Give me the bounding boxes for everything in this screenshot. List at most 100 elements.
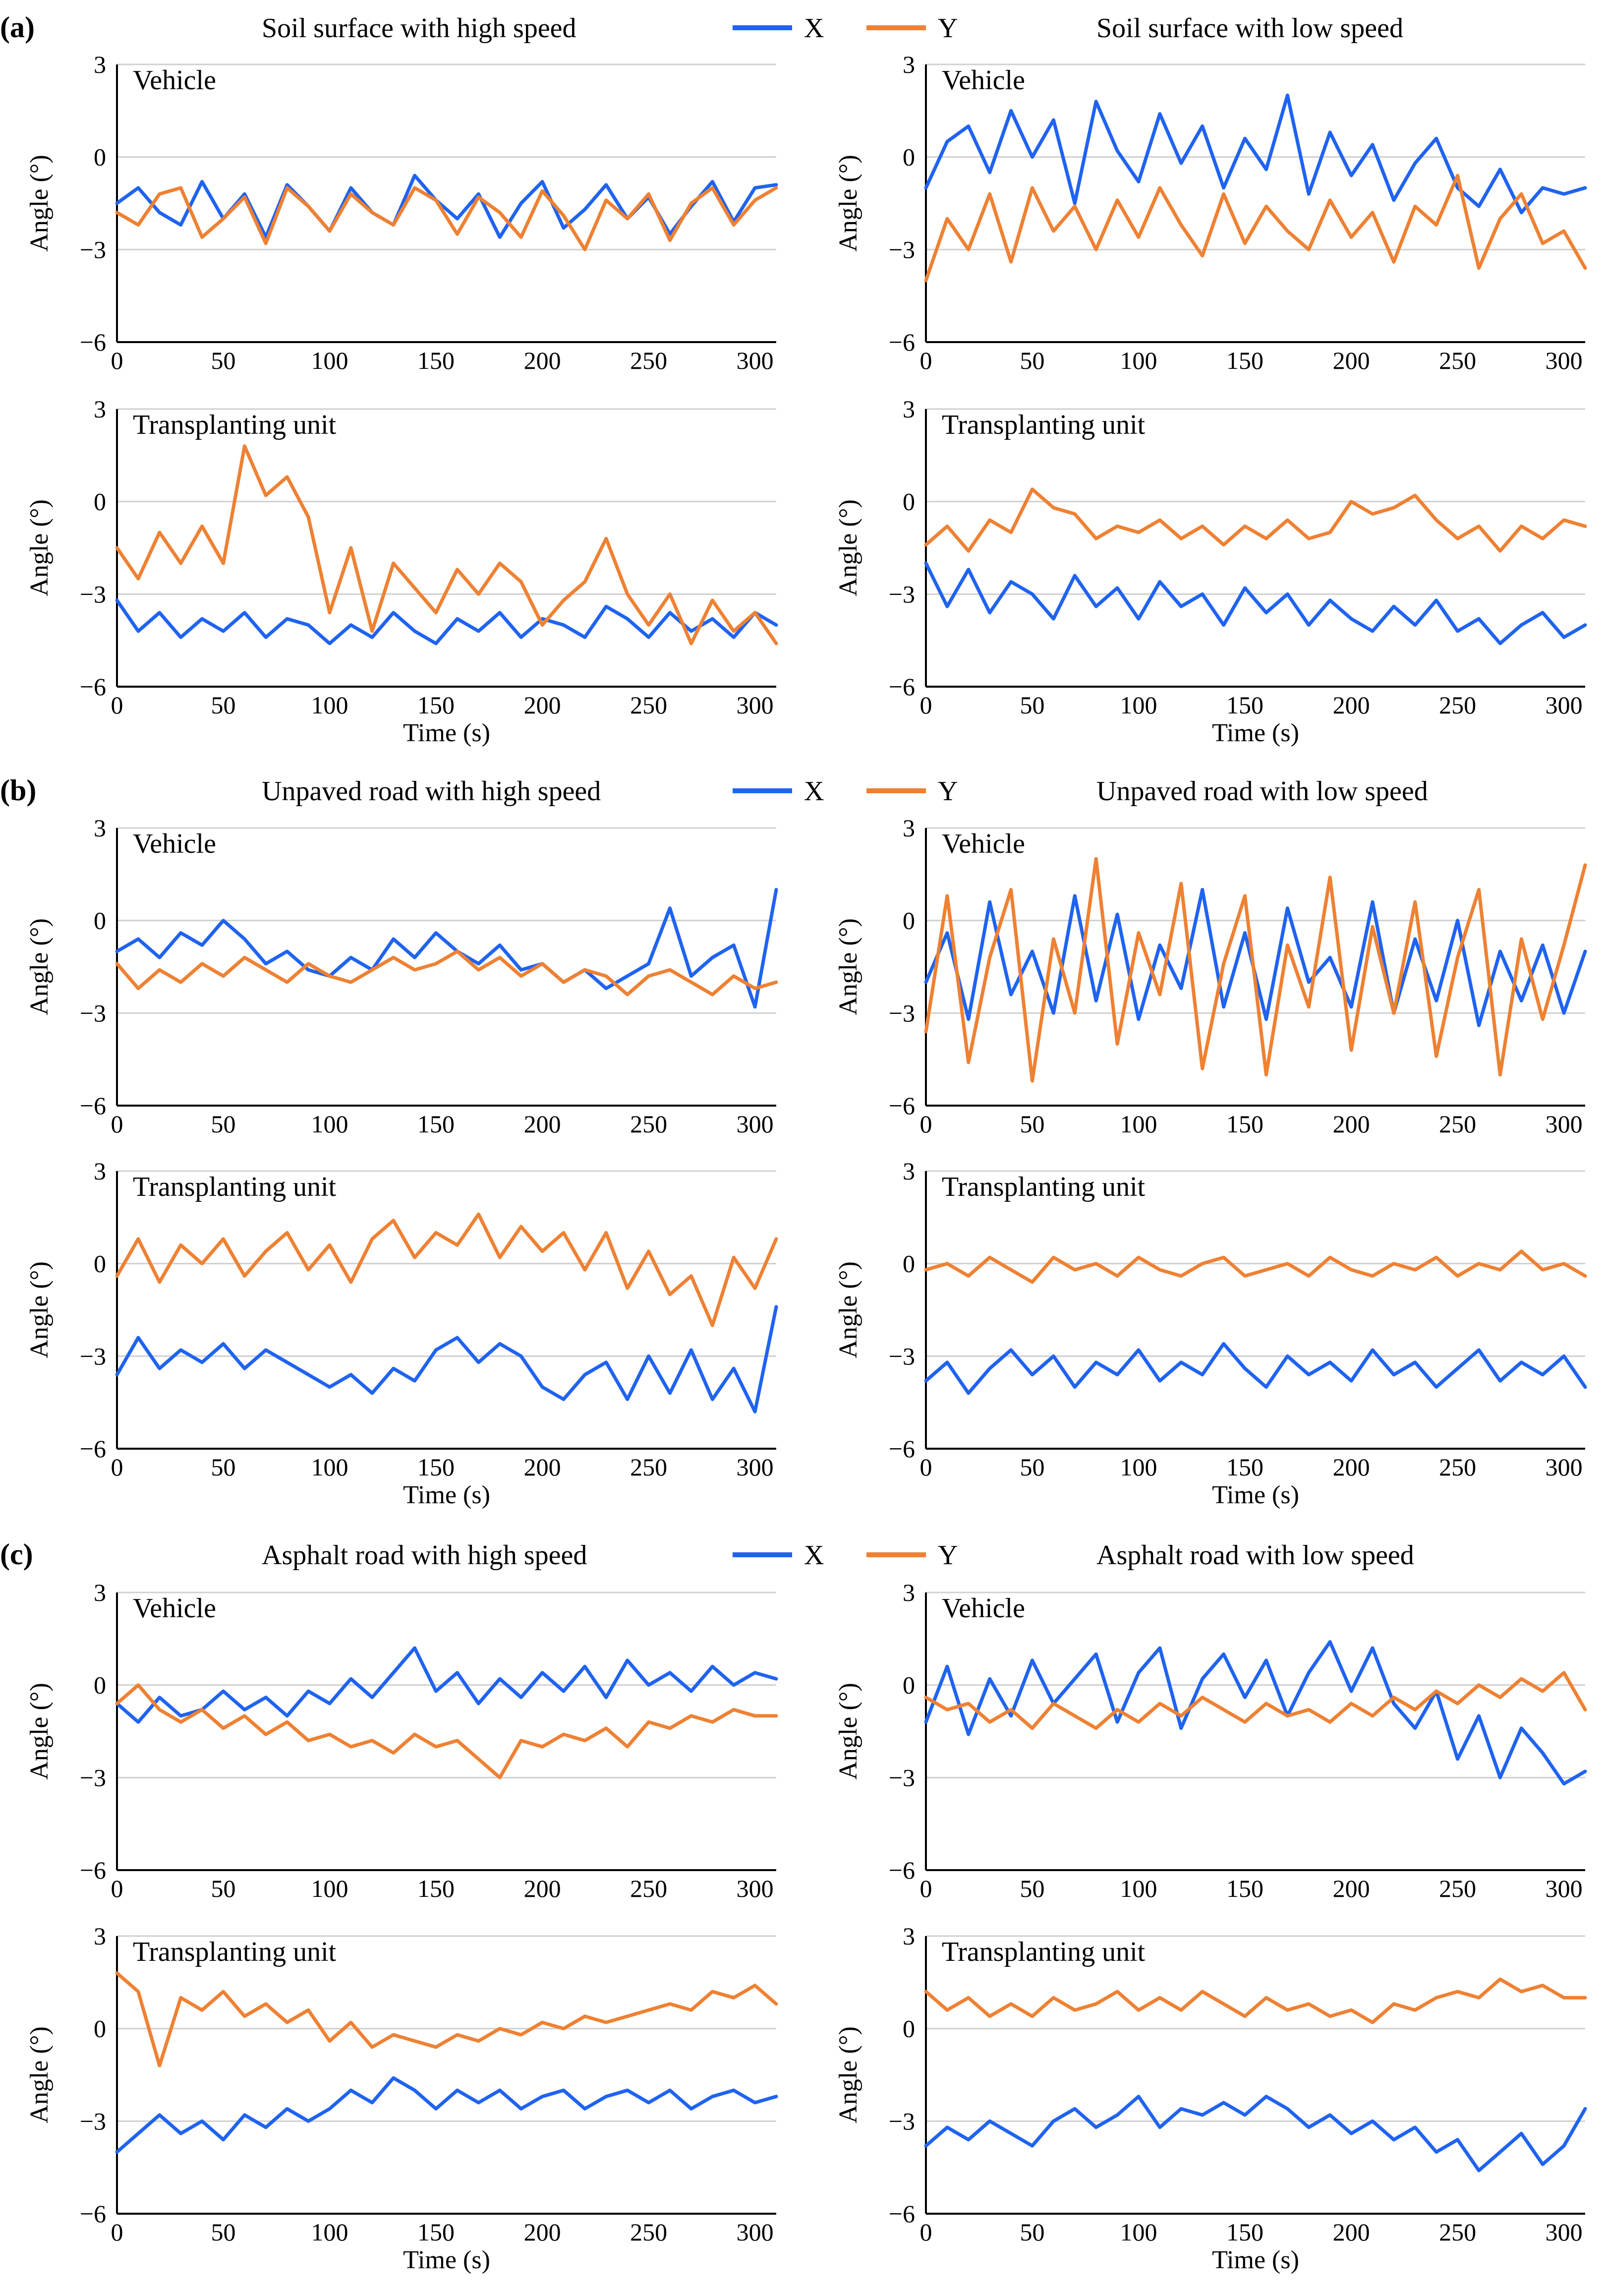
x-tick-label: 150 bbox=[417, 1875, 455, 1902]
subplot-label: Transplanting unit bbox=[133, 410, 337, 440]
x-tick-label: 250 bbox=[630, 1453, 667, 1481]
series-line-y bbox=[924, 857, 1587, 1083]
series-line-x bbox=[115, 598, 778, 646]
x-tick-label: 50 bbox=[1020, 1453, 1045, 1481]
series-line-y bbox=[924, 1249, 1587, 1284]
subplot-label: Vehicle bbox=[133, 828, 216, 859]
y-tick-label: −6 bbox=[80, 1435, 106, 1463]
x-tick-label: 250 bbox=[1439, 1875, 1476, 1902]
x-tick-label: 250 bbox=[1439, 2218, 1476, 2246]
y-tick-label: −3 bbox=[80, 1342, 106, 1370]
y-tick-label: −6 bbox=[889, 1856, 915, 1884]
x-tick-label: 300 bbox=[1546, 691, 1583, 719]
x-tick-label: 150 bbox=[417, 1453, 455, 1481]
y-axis-label: Angle (°) bbox=[25, 1683, 54, 1780]
y-tick-label: −3 bbox=[80, 580, 106, 608]
x-tick-label: 0 bbox=[111, 347, 123, 374]
x-tick-label: 0 bbox=[111, 1875, 123, 1902]
section-title-left-a: Soil surface with high speed bbox=[262, 13, 576, 44]
y-tick-label: −6 bbox=[80, 1092, 106, 1119]
x-tick-label: 150 bbox=[1226, 1110, 1263, 1138]
y-tick-label: 0 bbox=[903, 143, 915, 171]
x-tick-label: 100 bbox=[1120, 1875, 1157, 1902]
x-axis-label: Time (s) bbox=[1212, 1481, 1299, 1509]
x-tick-label: 200 bbox=[1333, 1110, 1370, 1138]
y-tick-label: 0 bbox=[94, 488, 106, 516]
series-line-y bbox=[115, 949, 778, 997]
x-tick-label: 250 bbox=[630, 1875, 667, 1902]
section-header-c: (c) Asphalt road with high speed X Y Asp… bbox=[0, 1538, 1414, 1571]
y-tick-label: 0 bbox=[903, 488, 915, 516]
x-tick-label: 150 bbox=[417, 2218, 455, 2246]
series-line-y bbox=[115, 186, 778, 251]
series-line-y bbox=[115, 1683, 778, 1779]
y-axis-label: Angle (°) bbox=[25, 155, 54, 252]
section-title-left-c: Asphalt road with high speed bbox=[262, 1540, 587, 1571]
x-tick-label: 300 bbox=[737, 1453, 774, 1481]
x-tick-label: 100 bbox=[1120, 347, 1157, 374]
x-tick-label: 0 bbox=[920, 347, 932, 374]
y-tick-label: −6 bbox=[80, 673, 106, 701]
y-tick-label: 3 bbox=[903, 814, 915, 842]
x-tick-label: 50 bbox=[211, 1875, 236, 1902]
subplot-label: Vehicle bbox=[133, 65, 216, 96]
x-tick-label: 300 bbox=[737, 2218, 774, 2246]
x-tick-label: 200 bbox=[524, 2218, 561, 2246]
subplot-label: Transplanting unit bbox=[133, 1937, 337, 1967]
y-tick-label: −3 bbox=[80, 235, 106, 263]
series-line-x bbox=[115, 887, 778, 1009]
y-tick-label: 3 bbox=[94, 1922, 106, 1950]
y-tick-label: −3 bbox=[80, 999, 106, 1027]
x-tick-label: 250 bbox=[1439, 691, 1476, 719]
legend-label-y-a: Y bbox=[938, 13, 958, 44]
y-tick-label: −3 bbox=[889, 2107, 915, 2135]
x-tick-label: 50 bbox=[1020, 1875, 1045, 1902]
x-tick-label: 200 bbox=[1333, 1453, 1370, 1481]
y-tick-label: 3 bbox=[94, 1579, 106, 1606]
legend-label-y-b: Y bbox=[938, 776, 958, 807]
x-tick-label: 200 bbox=[524, 1453, 561, 1481]
y-axis-label: Angle (°) bbox=[25, 1261, 54, 1358]
x-tick-label: 150 bbox=[1226, 691, 1263, 719]
series-line-x bbox=[924, 1640, 1587, 1786]
x-tick-label: 250 bbox=[630, 1110, 667, 1138]
y-tick-label: −6 bbox=[889, 328, 915, 356]
x-tick-label: 250 bbox=[1439, 1110, 1476, 1138]
y-tick-label: −3 bbox=[889, 580, 915, 608]
x-tick-label: 100 bbox=[311, 1453, 348, 1481]
x-tick-label: 100 bbox=[1120, 1453, 1157, 1481]
y-tick-label: 0 bbox=[903, 1671, 915, 1699]
series-line-x bbox=[924, 93, 1587, 215]
legend-label-y-c: Y bbox=[938, 1540, 958, 1571]
x-tick-label: 200 bbox=[524, 691, 561, 719]
y-axis-label: Angle (°) bbox=[834, 1261, 862, 1358]
x-tick-label: 200 bbox=[1333, 347, 1370, 374]
y-tick-label: 3 bbox=[94, 395, 106, 423]
series-line-y bbox=[924, 174, 1587, 283]
x-axis-label: Time (s) bbox=[1212, 2246, 1299, 2274]
legend-label-x-c: X bbox=[804, 1540, 824, 1571]
series-line-y bbox=[115, 444, 778, 646]
subplot-label: Vehicle bbox=[942, 1593, 1025, 1624]
x-tick-label: 0 bbox=[920, 1875, 932, 1902]
panel-letter-b: (b) bbox=[0, 774, 36, 807]
x-tick-label: 150 bbox=[1226, 2218, 1263, 2246]
y-tick-label: −3 bbox=[889, 999, 915, 1027]
series-line-x bbox=[924, 561, 1587, 646]
y-tick-label: 0 bbox=[903, 1250, 915, 1278]
y-tick-label: −3 bbox=[80, 1764, 106, 1791]
x-axis-label: Time (s) bbox=[403, 719, 490, 747]
section-title-left-b: Unpaved road with high speed bbox=[262, 776, 601, 807]
y-axis-label: Angle (°) bbox=[25, 2026, 54, 2123]
x-tick-label: 250 bbox=[1439, 347, 1476, 374]
x-tick-label: 300 bbox=[1546, 1453, 1583, 1481]
y-tick-label: 0 bbox=[94, 143, 106, 171]
